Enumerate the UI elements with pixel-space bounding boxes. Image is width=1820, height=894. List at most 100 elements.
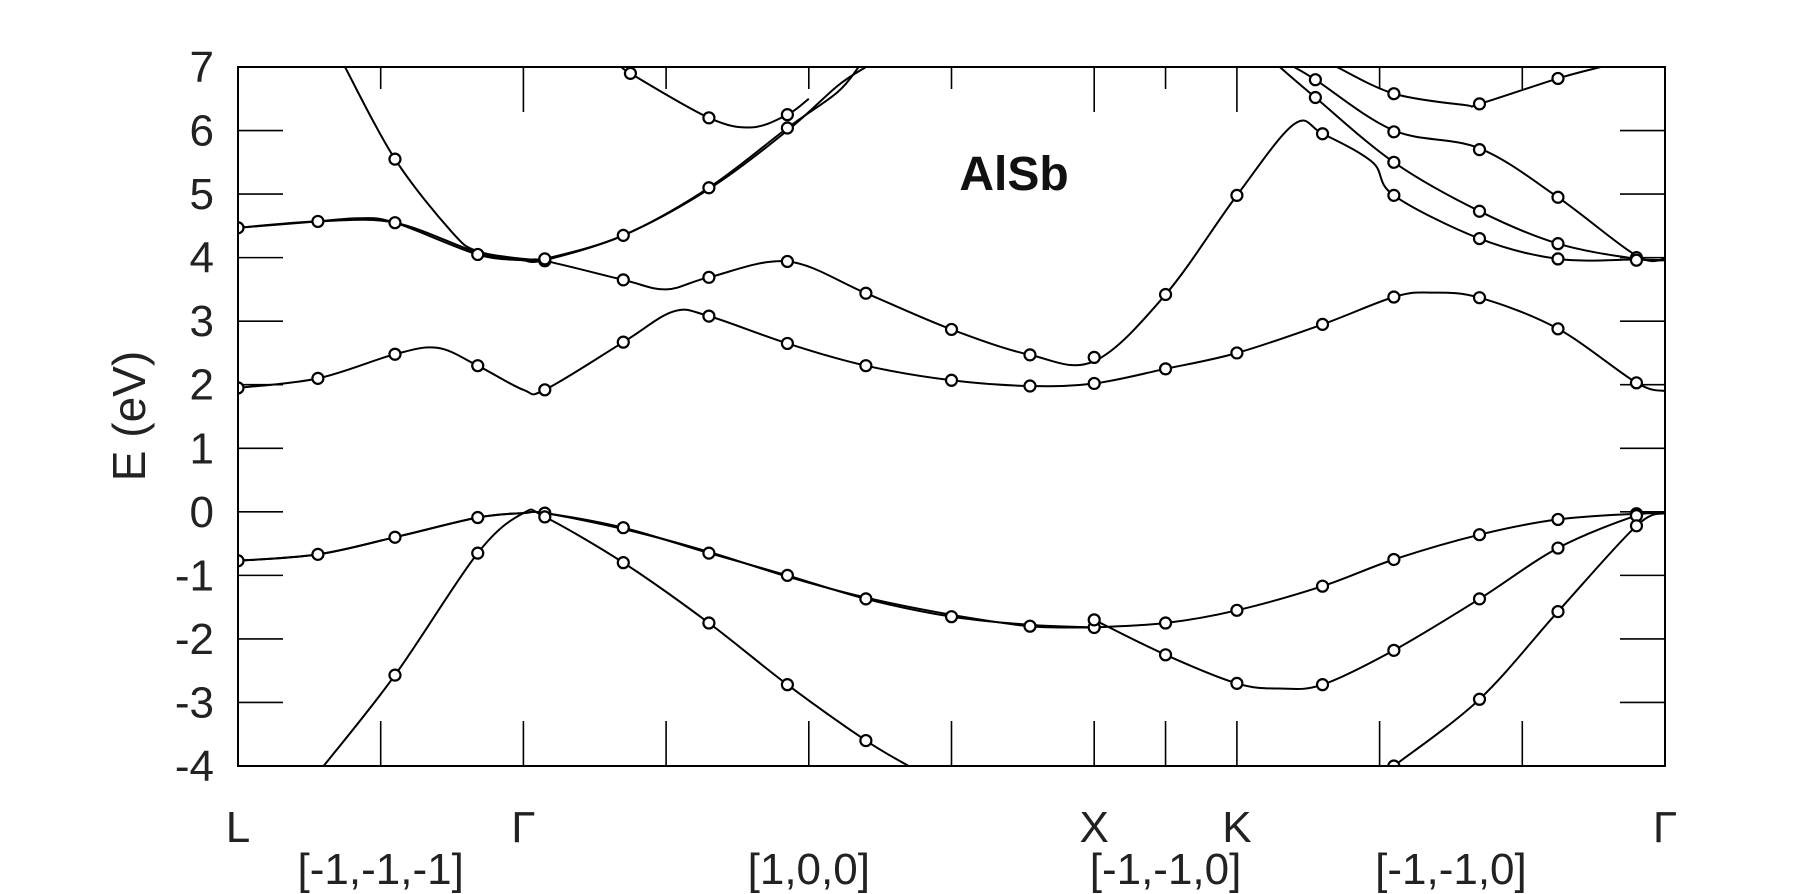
data-point xyxy=(702,181,716,195)
data-point xyxy=(1387,759,1401,766)
data-point xyxy=(859,359,873,373)
data-point xyxy=(1230,188,1244,202)
data-point xyxy=(471,510,485,525)
direction-label: [-1,-1,0] xyxy=(1375,845,1527,894)
data-point xyxy=(471,247,485,262)
y-tick-label: 4 xyxy=(190,234,214,283)
data-point xyxy=(1472,204,1487,218)
data-point xyxy=(1551,252,1565,266)
data-point xyxy=(1230,603,1244,617)
data-point xyxy=(1551,604,1565,619)
plot-frame xyxy=(237,66,1666,767)
data-point xyxy=(1387,552,1401,567)
data-point xyxy=(538,252,552,266)
data-point xyxy=(388,530,402,544)
data-point xyxy=(1308,90,1322,105)
data-point xyxy=(1230,346,1244,360)
data-point xyxy=(1629,376,1644,390)
direction-label: [-1,-1,-1] xyxy=(298,845,464,894)
data-point xyxy=(702,309,716,323)
data-point xyxy=(538,510,552,524)
data-point xyxy=(238,381,245,395)
energy-bands xyxy=(238,67,1665,766)
data-point xyxy=(1315,317,1330,331)
data-point xyxy=(1387,188,1401,202)
y-tick-label: 2 xyxy=(190,361,214,410)
y-tick-label: 7 xyxy=(190,43,214,92)
data-point xyxy=(859,733,873,748)
y-tick-label: 6 xyxy=(190,107,214,156)
y-tick-label: -4 xyxy=(175,742,214,791)
data-point xyxy=(311,214,325,229)
data-point xyxy=(1023,348,1037,362)
data-point xyxy=(623,67,638,80)
data-point xyxy=(1087,350,1101,365)
data-point xyxy=(1472,592,1487,606)
data-point xyxy=(1472,143,1487,157)
kpoint-label: K xyxy=(1222,803,1251,852)
data-point xyxy=(1629,253,1644,267)
data-point xyxy=(1629,519,1644,533)
data-point xyxy=(780,678,794,692)
band-line xyxy=(238,510,1095,629)
data-point xyxy=(616,521,630,535)
data-point xyxy=(1315,579,1330,593)
data-point xyxy=(1472,231,1487,246)
band-line xyxy=(1094,512,1665,629)
data-point xyxy=(702,111,716,125)
data-point xyxy=(538,383,552,397)
data-point xyxy=(859,592,873,606)
data-markers xyxy=(238,67,1644,766)
y-tick-label: -3 xyxy=(175,678,214,727)
kpoint-label: Γ xyxy=(1653,803,1677,852)
y-tick-label: -2 xyxy=(175,615,214,664)
data-point xyxy=(1087,613,1101,627)
data-point xyxy=(1315,678,1330,692)
y-tick-label: 3 xyxy=(190,297,214,346)
data-point xyxy=(1551,190,1565,204)
kpoint-label: Γ xyxy=(511,803,535,852)
data-point xyxy=(780,254,794,269)
data-point xyxy=(1308,73,1322,87)
data-point xyxy=(780,336,794,351)
data-point xyxy=(388,152,402,166)
y-tick-label: -1 xyxy=(175,551,214,600)
data-point xyxy=(1472,97,1487,111)
data-point xyxy=(1158,616,1173,630)
y-tick-label: 0 xyxy=(190,488,214,537)
data-point xyxy=(1023,379,1037,393)
data-point xyxy=(1387,290,1401,304)
data-point xyxy=(616,273,630,287)
data-point xyxy=(1387,643,1401,657)
band-line xyxy=(1093,511,1665,691)
data-point xyxy=(859,286,873,300)
data-point xyxy=(1472,528,1487,542)
data-point xyxy=(1551,512,1565,527)
data-point xyxy=(1023,619,1037,633)
data-point xyxy=(702,546,716,560)
band-line xyxy=(344,67,545,261)
data-point xyxy=(1387,87,1401,101)
data-point xyxy=(616,228,630,242)
data-point xyxy=(1387,125,1401,139)
axis-labels: -4 -3 -2 -1 0 1 2 3 4 5 6 7 L Γ X K Γ [-1,-1,-1] [1,0,0] [-… xyxy=(175,43,1677,894)
data-point xyxy=(471,359,485,373)
data-point xyxy=(1551,237,1565,251)
band-line xyxy=(322,508,910,766)
data-point xyxy=(471,546,485,560)
data-point xyxy=(311,547,325,561)
y-tick-label: 1 xyxy=(190,424,214,473)
data-point xyxy=(1551,541,1565,555)
y-tick-label: 5 xyxy=(190,170,214,219)
band-line xyxy=(238,67,860,263)
data-point xyxy=(1158,287,1173,302)
data-point xyxy=(702,270,716,284)
data-point xyxy=(1315,127,1330,141)
band-line xyxy=(238,510,1095,629)
data-point xyxy=(944,610,959,624)
data-point xyxy=(780,568,794,582)
data-point xyxy=(1158,648,1173,662)
data-point xyxy=(780,108,794,122)
data-point xyxy=(388,347,402,361)
